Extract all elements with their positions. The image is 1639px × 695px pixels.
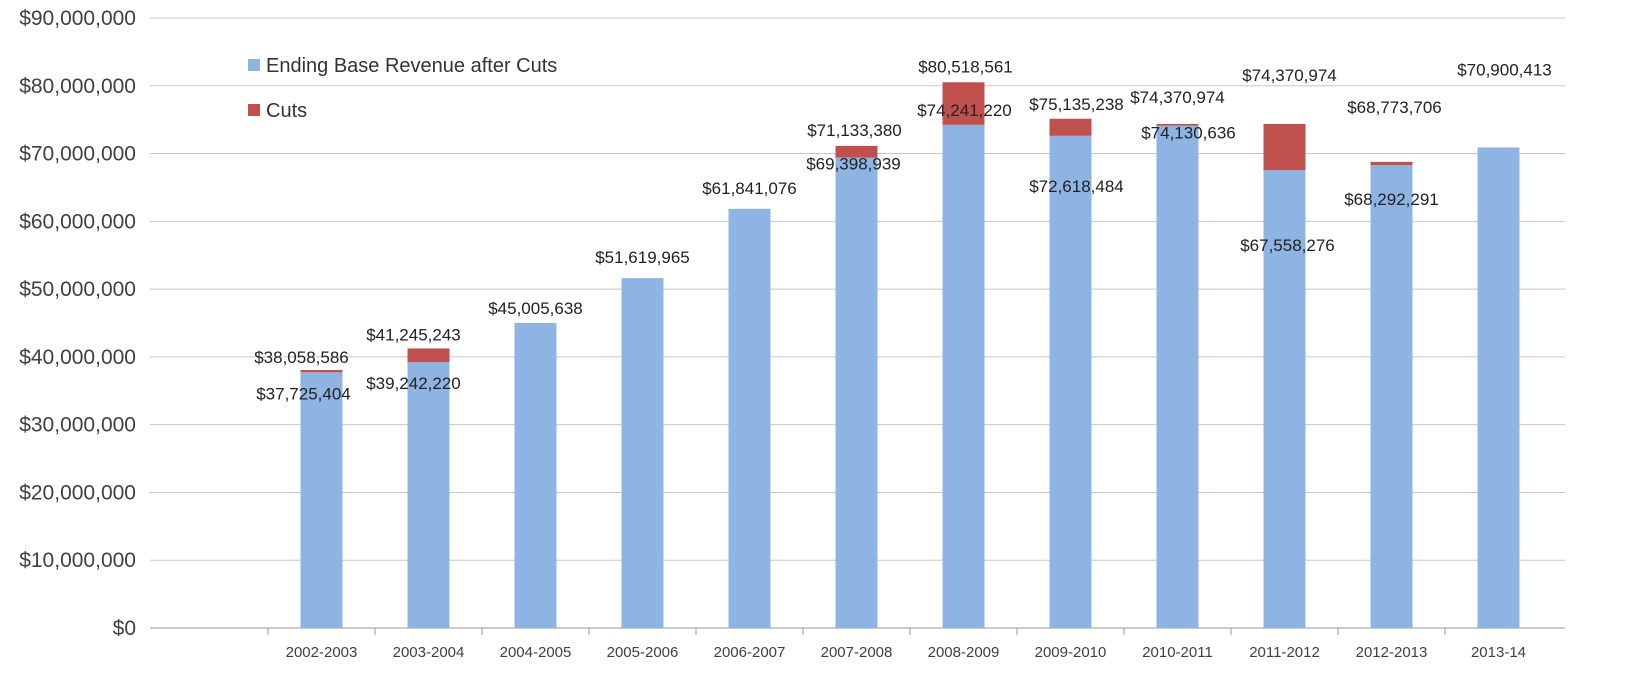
y-tick-label: $10,000,000 <box>19 549 136 572</box>
bar-base <box>621 278 664 628</box>
x-tick-label: 2003-2004 <box>393 644 465 661</box>
bar-base <box>1370 165 1413 629</box>
legend-label-base: Ending Base Revenue after Cuts <box>266 55 557 77</box>
bar-base <box>1477 147 1520 628</box>
total-label: $71,133,380 <box>807 121 902 140</box>
x-tick-label: 2007-2008 <box>821 644 893 661</box>
base-label: $68,292,291 <box>1344 190 1439 209</box>
x-axis: 2002-2003 2003-2004 2004-2005 2005-2006 2006… <box>267 628 1526 661</box>
total-label: $70,900,413 <box>1457 60 1552 79</box>
x-tick-label: 2013-14 <box>1471 644 1526 661</box>
bars <box>300 82 1520 629</box>
bar-cuts <box>942 82 985 125</box>
y-tick-label: $70,000,000 <box>19 143 136 166</box>
y-tick-label: $60,000,000 <box>19 210 136 233</box>
bar-base <box>942 124 985 628</box>
total-label: $80,518,561 <box>918 57 1013 76</box>
total-label: $41,245,243 <box>366 325 461 344</box>
bar-cuts <box>835 145 878 158</box>
bar-base <box>514 322 557 628</box>
bar-cuts <box>407 348 450 363</box>
legend-label-cuts: Cuts <box>266 100 307 122</box>
y-tick-label: $50,000,000 <box>19 278 136 301</box>
base-label: $74,241,220 <box>917 101 1012 120</box>
x-tick-label: 2009-2010 <box>1035 644 1107 661</box>
bar-base <box>1156 125 1199 628</box>
bar-base <box>835 157 878 629</box>
bar-cuts <box>1156 123 1199 126</box>
y-tick-label: $80,000,000 <box>19 75 136 98</box>
y-tick-label: $90,000,000 <box>19 7 136 30</box>
base-label: $67,558,276 <box>1240 236 1335 255</box>
bar-cuts <box>1263 123 1306 171</box>
total-label: $45,005,638 <box>488 299 583 318</box>
total-label: $51,619,965 <box>595 248 690 267</box>
bar-base <box>728 208 771 629</box>
bar-base <box>1049 135 1092 629</box>
x-tick-label: 2010-2011 <box>1142 644 1213 661</box>
base-label: $37,725,404 <box>256 384 351 403</box>
base-label: $69,398,939 <box>806 155 901 174</box>
x-tick-label: 2002-2003 <box>286 644 358 661</box>
data-labels: $38,058,586 $37,725,404 $41,245,243 $39,242… <box>254 57 1552 403</box>
x-tick-label: 2011-2012 <box>1249 644 1320 661</box>
y-tick-label: $30,000,000 <box>19 414 136 437</box>
legend-swatch-base <box>248 59 260 71</box>
x-tick-label: 2008-2009 <box>928 644 1000 661</box>
y-tick-label: $0 <box>113 617 136 640</box>
bar-base <box>1263 170 1306 628</box>
total-label: $75,135,238 <box>1029 95 1124 114</box>
y-tick-label: $40,000,000 <box>19 346 136 369</box>
y-axis: $0 $10,000,000 $20,000,000 $30,000,000 $40,0… <box>19 7 136 640</box>
legend: Ending Base Revenue after Cuts Cuts <box>248 55 557 122</box>
bar-cuts <box>1049 118 1092 136</box>
base-label: $74,130,636 <box>1141 124 1236 143</box>
legend-swatch-cuts <box>248 104 260 116</box>
total-label: $38,058,586 <box>254 348 349 367</box>
bar-cuts <box>300 370 343 373</box>
x-tick-label: 2004-2005 <box>500 644 572 661</box>
y-tick-label: $20,000,000 <box>19 481 136 504</box>
bar-cuts <box>1370 161 1413 166</box>
bar-base <box>407 362 450 628</box>
x-tick-label: 2005-2006 <box>607 644 679 661</box>
base-label: $72,618,484 <box>1029 177 1124 196</box>
total-label: $68,773,706 <box>1347 98 1442 117</box>
base-label: $39,242,220 <box>366 374 461 393</box>
bar-base <box>300 372 343 628</box>
total-label: $74,370,974 <box>1130 88 1225 107</box>
total-label: $61,841,076 <box>702 179 797 198</box>
x-tick-label: 2012-2013 <box>1356 644 1428 661</box>
total-label: $74,370,974 <box>1242 66 1337 85</box>
x-tick-label: 2006-2007 <box>714 644 786 661</box>
